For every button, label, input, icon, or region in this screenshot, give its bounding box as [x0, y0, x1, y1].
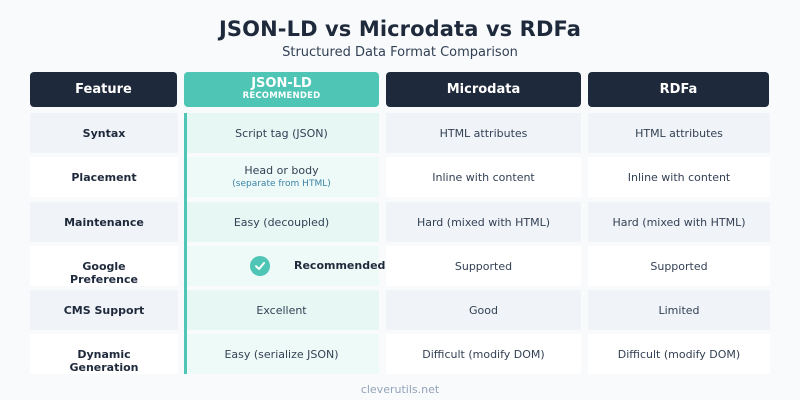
feature-cell: Syntax — [30, 113, 178, 153]
feature-label: Syntax — [82, 126, 126, 140]
feature-label: Google Preference — [70, 260, 138, 286]
header-label: Microdata — [446, 81, 521, 97]
feature-label: Placement — [71, 170, 137, 184]
feature-cell: CMS Support — [30, 290, 178, 330]
cell-value: Supported — [454, 259, 513, 273]
header-label: RDFa — [659, 81, 698, 97]
jsonld-cell: Head or body (separate from HTML) — [184, 157, 379, 197]
header-feature: Feature — [30, 72, 177, 107]
cell-note: (separate from HTML) — [232, 179, 331, 189]
page-subtitle: Structured Data Format Comparison — [282, 45, 518, 60]
rdfa-cell: Hard (mixed with HTML) — [588, 202, 770, 242]
cell-value: Inline with content — [432, 170, 535, 184]
cell-value: Hard (mixed with HTML) — [416, 215, 551, 229]
cell-value: Easy (serialize JSON) — [224, 347, 339, 361]
cell-value: Excellent — [256, 303, 307, 317]
header-jsonld: JSON-LD RECOMMENDED — [184, 72, 379, 107]
rdfa-cell: Inline with content — [588, 157, 770, 197]
rdfa-cell: Supported — [588, 246, 770, 286]
feature-cell: Google Preference — [30, 246, 178, 286]
cell-value: Supported — [650, 259, 708, 273]
recommended-column-bar — [184, 113, 187, 374]
cell-value: Good — [469, 303, 498, 317]
jsonld-cell: Easy (decoupled) — [184, 202, 379, 242]
feature-cell: Maintenance — [30, 202, 178, 242]
recommended-label: Recommended — [294, 259, 386, 272]
jsonld-cell: Easy (serialize JSON) — [184, 334, 379, 374]
cell-value: Head or body — [244, 164, 319, 177]
feature-label: CMS Support — [63, 303, 145, 317]
jsonld-cell: Excellent — [184, 290, 379, 330]
footer-credit: cleverutils.net — [360, 383, 440, 396]
cell-value: Easy (decoupled) — [233, 215, 330, 229]
header-rdfa: RDFa — [588, 72, 769, 107]
microdata-cell: Difficult (modify DOM) — [386, 334, 581, 374]
cell-value: Difficult (modify DOM) — [617, 347, 741, 361]
recommended-badge: RECOMMENDED — [242, 91, 321, 101]
microdata-cell: Inline with content — [386, 157, 581, 197]
cell-value: HTML attributes — [635, 126, 723, 140]
jsonld-cell: Recommended — [184, 246, 385, 286]
feature-cell: Dynamic Generation — [30, 334, 178, 374]
jsonld-cell: Script tag (JSON) — [184, 113, 379, 153]
cell-value: Difficult (modify DOM) — [422, 347, 545, 361]
check-circle-icon — [250, 256, 270, 276]
rdfa-cell: HTML attributes — [588, 113, 770, 153]
header-label: JSON-LD — [251, 76, 312, 91]
header-microdata: Microdata — [386, 72, 581, 107]
header-label: Feature — [75, 81, 132, 97]
cell-value: Script tag (JSON) — [235, 126, 328, 140]
microdata-cell: Supported — [386, 246, 581, 286]
rdfa-cell: Limited — [588, 290, 770, 330]
cell-value: Hard (mixed with HTML) — [612, 215, 746, 229]
cell-value: HTML attributes — [439, 126, 528, 140]
rdfa-cell: Difficult (modify DOM) — [588, 334, 770, 374]
microdata-cell: HTML attributes — [386, 113, 581, 153]
feature-cell: Placement — [30, 157, 178, 197]
microdata-cell: Good — [386, 290, 581, 330]
microdata-cell: Hard (mixed with HTML) — [386, 202, 581, 242]
cell-value: Limited — [658, 303, 700, 317]
page-title: JSON-LD vs Microdata vs RDFa — [219, 17, 581, 41]
feature-label: Dynamic Generation — [69, 348, 139, 374]
feature-label: Maintenance — [64, 215, 144, 229]
cell-value: Inline with content — [627, 170, 731, 184]
